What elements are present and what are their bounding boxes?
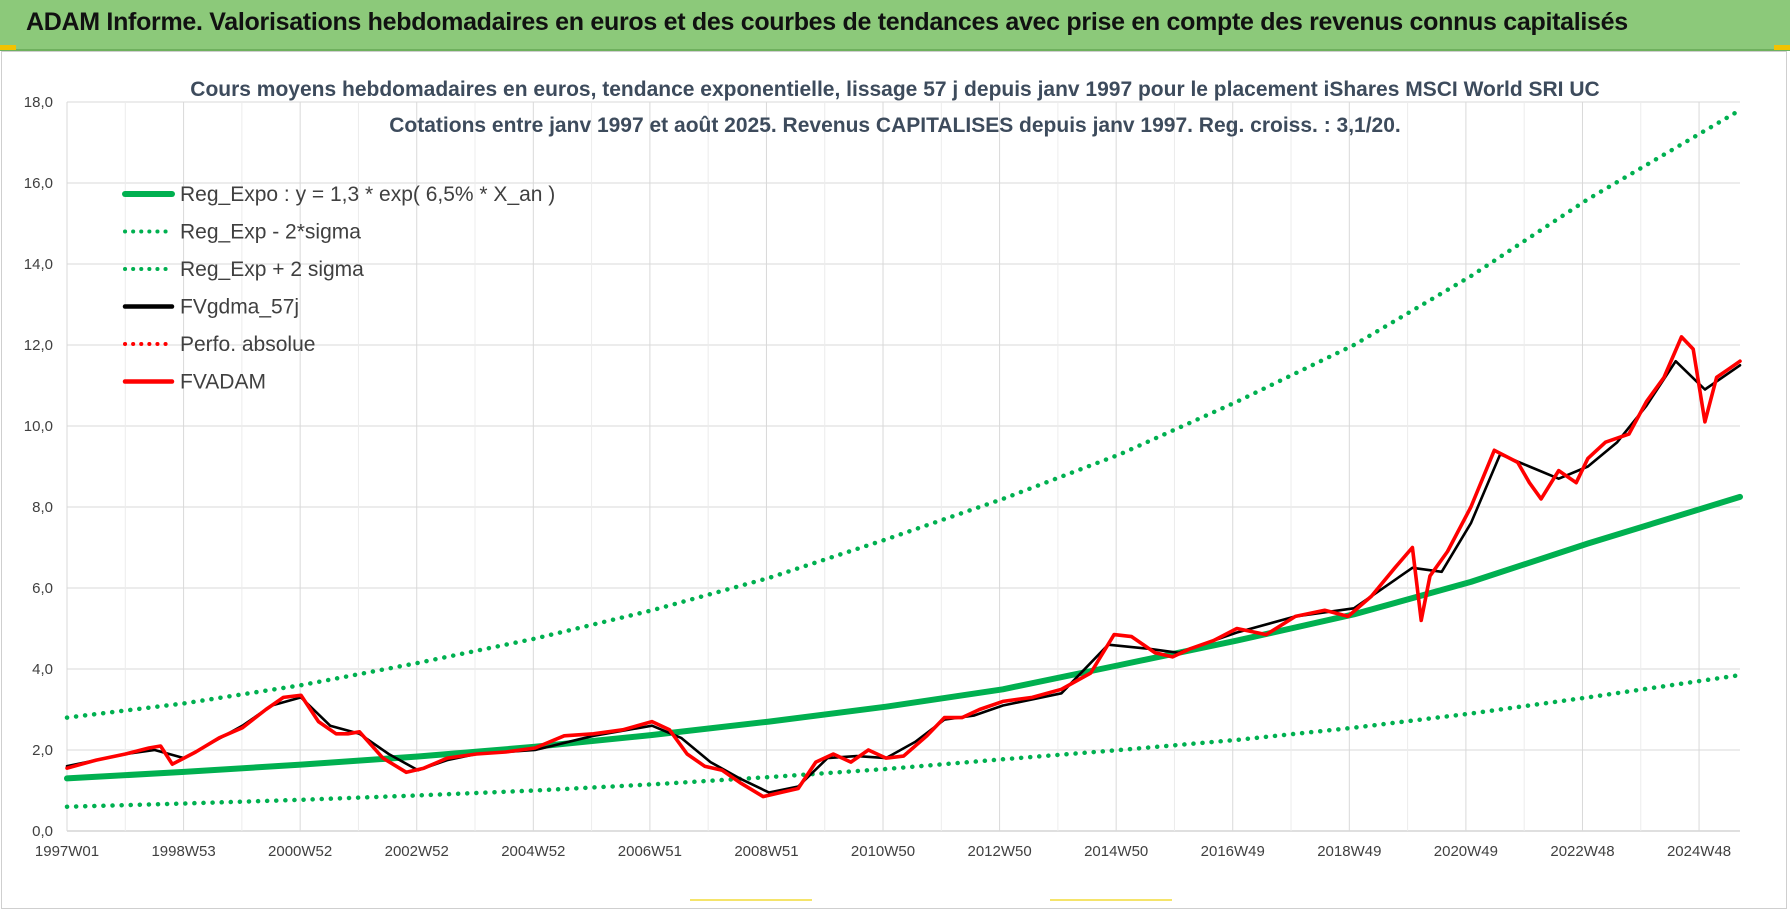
chart-grid [66,101,1740,832]
legend-label: Reg_Exp - 2*sigma [180,221,361,244]
x-tick-label: 2004W52 [501,843,565,860]
x-tick-label: 2024W48 [1667,843,1731,860]
x-axis-ticks: 1997W01 1998W53 2000W52 2002W52 2004W52 2006W… [35,843,1731,860]
legend-label: Reg_Exp + 2 sigma [180,258,364,281]
x-tick-label: 2012W50 [967,843,1031,860]
x-tick-label: 2020W49 [1434,843,1498,860]
y-tick-label: 2,0 [32,742,53,759]
x-tick-label: 1998W53 [151,843,215,860]
y-tick-label: 6,0 [32,580,53,597]
y-axis-ticks: 0,0 2,0 4,0 6,0 8,0 10,0 12,0 14,0 16,0 18,0 [24,94,53,840]
x-tick-label: 2016W49 [1201,843,1265,860]
y-tick-label: 14,0 [24,256,53,273]
x-tick-label: 2006W51 [618,843,682,860]
corner-mark-left [0,45,16,50]
x-tick-label: 2018W49 [1317,843,1381,860]
series-line [65,335,1742,799]
series-line [64,107,1743,720]
report-title: ADAM Informe. Valorisations hebdomadaire… [26,8,1628,36]
legend-label: FVgdma_57j [180,296,299,319]
x-tick-label: 2008W51 [734,843,798,860]
legend-label: Reg_Expo : y = 1,3 * exp( 6,5% * X_an ) [180,183,555,206]
legend-label: Perfo. absolue [180,333,315,356]
x-tick-label: 2002W52 [385,843,449,860]
legend: Reg_Expo : y = 1,3 * exp( 6,5% * X_an ) R… [122,183,555,394]
bottom-mark-1 [690,899,812,901]
y-tick-label: 4,0 [32,661,53,678]
series-line [64,672,1743,809]
x-tick-label: 2010W50 [851,843,915,860]
bottom-mark-2 [1050,899,1172,901]
y-tick-label: 0,0 [32,823,53,840]
series-group [64,107,1743,809]
x-tick-label: 1997W01 [35,843,99,860]
y-tick-label: 10,0 [24,418,53,435]
x-tick-label: 2000W52 [268,843,332,860]
y-tick-label: 12,0 [24,337,53,354]
series-line [64,493,1743,782]
chart-frame [1,51,1787,909]
y-tick-label: 16,0 [24,175,53,192]
x-tick-label: 2022W48 [1550,843,1614,860]
report-banner: ADAM Informe. Valorisations hebdomadaire… [0,0,1790,51]
x-tick-label: 2014W50 [1084,843,1148,860]
legend-label: FVADAM [180,371,266,394]
y-tick-label: 8,0 [32,499,53,516]
chart-title: Cours moyens hebdomadaires en euros, ten… [190,78,1599,101]
y-tick-label: 18,0 [24,94,53,111]
corner-mark-right [1774,45,1790,50]
chart-subtitle: Cotations entre janv 1997 et août 2025. … [389,114,1401,137]
